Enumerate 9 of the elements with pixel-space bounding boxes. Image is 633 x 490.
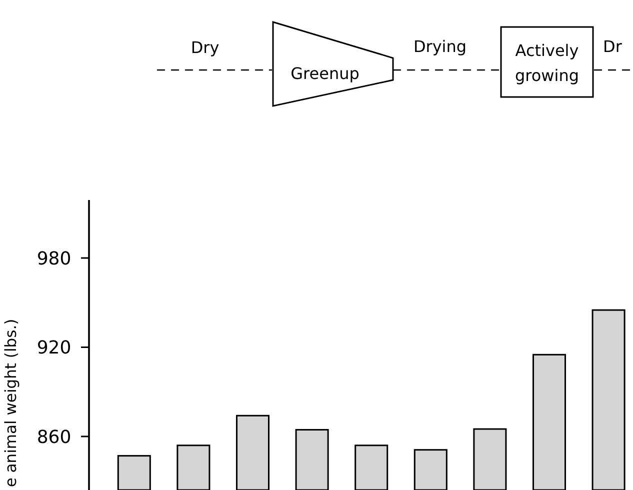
text: Actively growing — [515, 41, 579, 85]
text: Dr — [603, 37, 622, 56]
text: Dry — [190, 38, 220, 57]
y-tick-label: 860 — [36, 426, 72, 448]
y-axis-title: e animal weight (lbs.) — [2, 318, 20, 488]
text: Greenup — [290, 64, 360, 83]
y-tick-label: 920 — [36, 338, 72, 359]
text: Drying — [413, 37, 467, 56]
y-tick-label: 980 — [36, 248, 72, 270]
